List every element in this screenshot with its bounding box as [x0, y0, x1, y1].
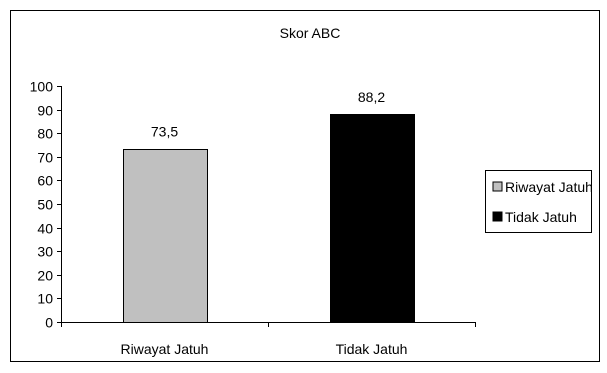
- legend-label-riwayat-jatuh: Riwayat Jatuh: [505, 179, 593, 195]
- y-tick-label: 80: [37, 126, 53, 142]
- y-tick-label: 100: [30, 79, 54, 95]
- y-tick-label: 50: [37, 197, 53, 213]
- legend-box: [485, 170, 592, 233]
- y-tick-label: 10: [37, 291, 53, 307]
- y-tick-label: 40: [37, 221, 53, 237]
- data-label-riwayat-jatuh: 73,5: [151, 124, 178, 140]
- legend-swatch-riwayat-jatuh: [492, 181, 503, 192]
- y-axis: 0 10 20 30 40 50 60 70 80 90 100: [30, 79, 62, 331]
- y-tick-label: 70: [37, 150, 53, 166]
- category-label-riwayat-jatuh: Riwayat Jatuh: [121, 341, 209, 357]
- y-tick-label: 20: [37, 268, 53, 284]
- bar-riwayat-jatuh: [123, 149, 208, 323]
- bar-tidak-jatuh: [330, 114, 415, 323]
- bars: 73,5 88,2: [123, 89, 415, 323]
- y-tick-label: 0: [45, 315, 53, 331]
- legend-swatch-tidak-jatuh: [492, 211, 503, 222]
- y-tick-label: 60: [37, 173, 53, 189]
- legend: Riwayat Jatuh Tidak Jatuh: [485, 170, 593, 233]
- chart-title: Skor ABC: [280, 25, 341, 41]
- category-label-tidak-jatuh: Tidak Jatuh: [336, 341, 408, 357]
- data-label-tidak-jatuh: 88,2: [358, 89, 385, 105]
- x-axis: Riwayat Jatuh Tidak Jatuh: [61, 322, 476, 357]
- y-tick-label: 30: [37, 244, 53, 260]
- legend-label-tidak-jatuh: Tidak Jatuh: [505, 209, 577, 225]
- y-tick-label: 90: [37, 103, 53, 119]
